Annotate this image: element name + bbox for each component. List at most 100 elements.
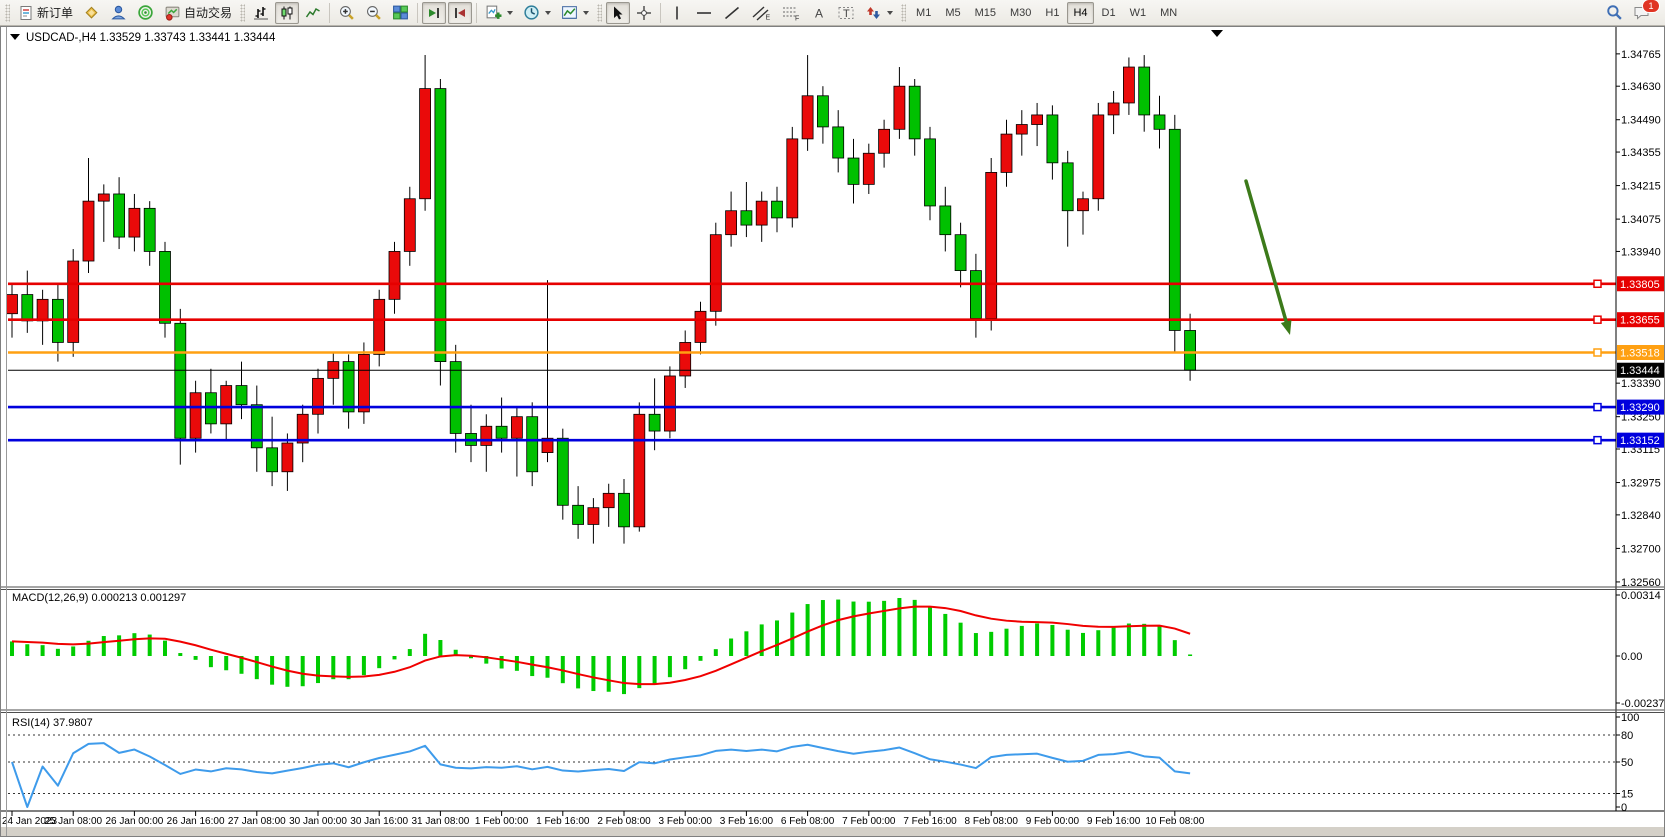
bull-candle <box>602 492 615 509</box>
macd-histogram-bar <box>882 600 887 656</box>
profile-icon <box>111 5 126 20</box>
macd-histogram-bar <box>132 633 137 656</box>
bull-candle <box>220 385 233 425</box>
line-chart-button[interactable] <box>301 2 325 24</box>
autotrading-label: 自动交易 <box>184 6 233 20</box>
time-tick-label: 10 Feb 08:00 <box>1145 816 1204 827</box>
chart-shift-marker[interactable] <box>1211 30 1223 37</box>
new-chart-button[interactable] <box>481 2 517 24</box>
time-tick-label: 3 Feb 00:00 <box>659 816 713 827</box>
bear-candle <box>434 88 447 363</box>
bull-candle <box>893 85 906 130</box>
bear-candle <box>1153 114 1166 130</box>
timeframe-m5[interactable]: M5 <box>945 6 961 19</box>
macd-histogram-bar <box>851 601 856 656</box>
svg-text:E: E <box>766 14 771 21</box>
bull-candle <box>1000 133 1013 173</box>
macd-histogram-bar <box>820 600 825 656</box>
macd-histogram-bar <box>1004 628 1009 656</box>
bull-candle <box>709 234 722 312</box>
bear-candle <box>939 205 952 236</box>
toolbar-grip[interactable] <box>597 3 603 22</box>
fibonacci-icon: F <box>783 7 799 21</box>
bear-candle <box>174 322 187 439</box>
main-toolbar: 新订单 自动交易 <box>0 0 1665 26</box>
timeframe-w1[interactable]: W1 <box>1129 6 1147 19</box>
timeframe-h4[interactable]: H4 <box>1067 1 1094 24</box>
macd-histogram-bar <box>958 622 963 656</box>
svg-text:A: A <box>815 6 823 20</box>
timeframe-mn[interactable]: MN <box>1160 6 1178 19</box>
candlestick-chart-button[interactable] <box>275 1 300 24</box>
macd-histogram-bar <box>1188 654 1193 656</box>
macd-histogram-bar <box>637 656 642 689</box>
zoom-out-button[interactable] <box>361 2 386 24</box>
profile-button[interactable] <box>106 2 131 24</box>
time-tick-label: 9 Feb 00:00 <box>1026 816 1080 827</box>
autotrading-button[interactable]: 自动交易 <box>160 2 236 24</box>
bull-candle <box>679 342 692 377</box>
bull-candle <box>510 416 523 439</box>
equidistant-channel-button[interactable]: E <box>747 2 775 24</box>
bull-candle <box>985 172 998 319</box>
macd-histogram-bar <box>300 656 305 687</box>
toolbar-separator <box>329 2 331 23</box>
chevron-down-icon <box>545 10 552 15</box>
bear-candle <box>235 385 248 406</box>
macd-histogram-bar <box>836 599 841 656</box>
fibonacci-button[interactable]: F <box>777 2 805 24</box>
toolbar-grip[interactable] <box>901 3 907 22</box>
line-handle[interactable] <box>1593 402 1602 412</box>
horizontal-line-button[interactable] <box>691 2 717 24</box>
line-handle[interactable] <box>1593 279 1602 289</box>
macd-histogram-bar <box>316 656 320 684</box>
macd-histogram-bar <box>652 656 657 685</box>
timeframe-m1[interactable]: M1 <box>916 6 932 19</box>
text-label-button[interactable]: T <box>833 2 859 24</box>
current-price-badge-label: 1.33444 <box>1620 365 1660 377</box>
arrows-button[interactable] <box>861 2 897 24</box>
trendline-icon <box>725 6 740 19</box>
line-handle[interactable] <box>1593 348 1602 357</box>
time-tick-label: 30 Jan 16:00 <box>350 816 408 827</box>
macd-histogram-bar <box>469 656 473 659</box>
periods-button[interactable] <box>519 2 555 24</box>
bear-candle <box>1184 330 1196 371</box>
auto-scroll-button[interactable] <box>422 1 447 24</box>
line-handle[interactable] <box>1593 435 1602 445</box>
timeframe-m15[interactable]: M15 <box>974 6 996 19</box>
cursor-button[interactable] <box>606 1 631 24</box>
down-arrow-annotation[interactable] <box>1244 179 1290 328</box>
search-button[interactable] <box>1602 2 1627 24</box>
macd-histogram-bar <box>576 656 581 689</box>
rsi-axis-label: 15 <box>1621 789 1633 801</box>
tile-windows-button[interactable] <box>388 2 413 24</box>
chart-shift-button[interactable] <box>448 1 473 24</box>
chat-button[interactable]: 1 <box>1629 0 1660 24</box>
toolbar-grip[interactable] <box>5 3 10 22</box>
bear-candle <box>740 210 753 226</box>
new-chart-icon <box>486 5 502 19</box>
timeframe-h1[interactable]: H1 <box>1045 6 1060 19</box>
trendline-button[interactable] <box>719 2 745 24</box>
symbol-dropdown-icon[interactable] <box>10 34 20 40</box>
signal-button[interactable] <box>133 2 158 24</box>
line-handle[interactable] <box>1593 315 1602 324</box>
text-button[interactable]: A <box>807 2 831 24</box>
templates-button[interactable] <box>557 2 593 24</box>
quotes-button[interactable] <box>79 2 104 24</box>
vertical-line-button[interactable] <box>665 2 689 24</box>
level-price-badge-label: 1.33805 <box>1620 279 1660 291</box>
zoom-in-button[interactable] <box>334 2 359 24</box>
timeframe-m30[interactable]: M30 <box>1010 6 1032 19</box>
new-order-button[interactable]: 新订单 <box>14 2 77 24</box>
chart-window: 1.34765 1.34630 1.34490 1.34355 1.34215 1.340… <box>0 26 1665 837</box>
crosshair-button[interactable] <box>632 2 656 24</box>
toolbar-grip[interactable] <box>240 3 246 22</box>
price-tick-label: 1.33250 <box>1621 412 1661 424</box>
macd-histogram-bar <box>866 601 871 656</box>
timeframe-d1[interactable]: D1 <box>1101 6 1116 19</box>
macd-histogram-bar <box>667 656 672 678</box>
macd-axis-label: -0.002376 <box>1621 698 1665 710</box>
bar-chart-button[interactable] <box>249 2 273 24</box>
